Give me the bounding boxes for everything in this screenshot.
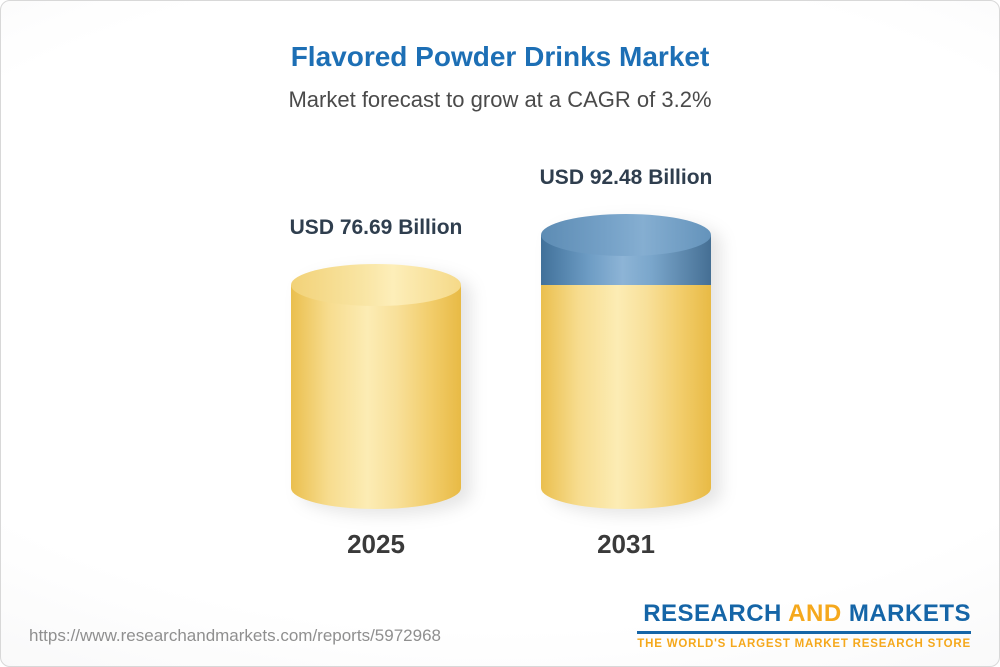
bar-2025-cylinder [291,264,461,509]
logo-wordmark: RESEARCH AND MARKETS [637,600,971,628]
cylinder-body-2031 [541,285,711,509]
footer-url: https://www.researchandmarkets.com/repor… [29,626,441,645]
cylinder-top-2025 [291,264,461,307]
value-label-2031: USD 92.48 Billion [539,166,713,189]
year-label-2031: 2031 [597,529,655,559]
logo-word-research: RESEARCH [643,600,782,627]
cylinder-top-2031 [541,214,711,256]
value-label-2025: USD 76.69 Billion [289,216,463,240]
bar-2031-cylinder [541,214,711,509]
logo-tagline: THE WORLD'S LARGEST MARKET RESEARCH STOR… [637,638,971,650]
research-and-markets-logo: RESEARCH AND MARKETS THE WORLD'S LARGEST… [637,600,971,650]
page-subtitle: Market forecast to grow at a CAGR of 3.2… [288,87,712,112]
page-title: Flavored Powder Drinks Market [290,41,710,72]
year-label-2025: 2025 [347,529,405,559]
cylinder-body-2025 [291,285,461,509]
logo-divider [637,631,971,634]
logo-word-markets: MARKETS [848,600,971,627]
logo-word-and: AND [788,600,842,627]
